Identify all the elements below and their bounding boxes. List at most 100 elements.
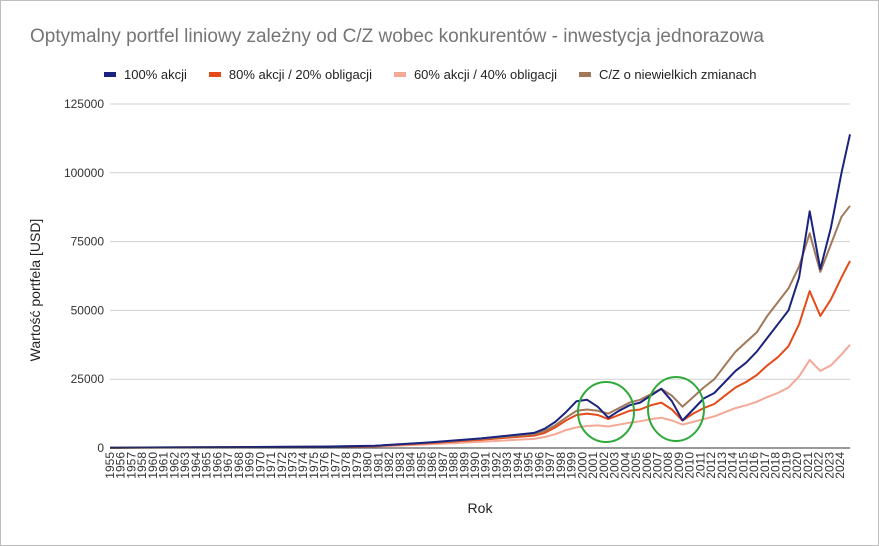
x-axis-title: Rok [468,500,494,516]
annotations [577,376,705,443]
legend-item-series-3[interactable]: C/Z o niewielkich zmianach [579,67,757,82]
legend-swatch-2 [393,71,406,77]
legend-swatch-3 [579,71,592,77]
legend-item-series-2[interactable]: 60% akcji / 40% obligacji [393,66,558,82]
x-tick-label: 2014 [726,452,740,479]
x-tick-label: 1978 [339,452,353,479]
x-tick-label: 1966 [210,452,224,479]
legend-label-1: 80% akcji / 20% obligacji [228,66,372,82]
x-tick-label: 2023 [822,452,836,479]
x-tick-label: 2001 [586,452,600,479]
y-tick-label: 100000 [64,166,104,180]
x-tick-label: 1995 [522,452,536,479]
x-tick-label: 1965 [200,452,214,479]
x-tick-label: 1992 [489,452,503,479]
y-tick-labels: 0 25000 50000 75000 100000 125000 [64,97,104,455]
x-tick-label: 1984 [404,452,418,479]
x-tick-label: 1988 [447,452,461,479]
x-tick-label: 1960 [146,452,160,479]
x-tick-label: 1991 [479,452,493,479]
legend-swatch-1 [208,71,221,77]
x-tick-label: 1999 [565,452,579,479]
x-tick-label: 1989 [457,452,471,479]
x-tick-label: 2021 [801,452,815,479]
x-tick-label: 2017 [758,452,772,479]
chart-legend: 100% akcji 80% akcji / 20% obligacji 60%… [104,65,779,83]
x-tick-label: 2018 [769,452,783,479]
x-tick-label: 1962 [167,452,181,479]
highlight-circle-2008-2009 [647,376,705,442]
x-tick-label: 1976 [318,452,332,479]
x-tick-label: 1968 [232,452,246,479]
x-tick-label: 1986 [425,452,439,479]
x-tick-label: 2012 [704,452,718,479]
highlight-circle-2001-2003 [577,381,635,443]
series-line-2 [109,344,851,449]
x-tick-label: 1963 [178,452,192,479]
x-tick-label: 1977 [328,452,342,479]
x-tick-label: 1970 [253,452,267,479]
legend-swatch-0 [104,71,116,77]
x-tick-label: 2002 [597,452,611,479]
series-lines [109,134,851,449]
x-tick-label: 1971 [264,452,278,479]
y-tick-label: 25000 [71,372,105,386]
x-tick-label: 1990 [468,452,482,479]
y-tick-label: 75000 [71,235,105,249]
x-tick-label: 1972 [275,452,289,479]
x-tick-label: 2020 [790,452,804,479]
x-tick-label: 1958 [135,452,149,479]
x-tick-label: 2006 [640,452,654,479]
y-tick-label: 125000 [64,97,104,111]
legend-label-3: C/Z o niewielkich zmianach [599,66,757,82]
chart-title: Optymalny portfel liniowy zależny od C/Z… [30,26,764,47]
x-tick-label: 2016 [747,452,761,479]
x-tick-labels: 1955195619571958196019611962196319641965… [103,452,847,479]
x-tick-label: 1956 [114,452,128,479]
x-tick-label: 1993 [500,452,514,479]
series-line-1 [109,260,851,449]
x-tick-label: 1985 [414,452,428,479]
x-tick-label: 1997 [543,452,557,479]
x-tick-label: 1955 [103,452,117,479]
x-tick-label: 1996 [532,452,546,479]
legend-item-series-0[interactable]: 100% akcji [104,67,187,82]
x-tick-label: 1973 [286,452,300,479]
x-tick-label: 1980 [361,452,375,479]
x-tick-label: 1957 [124,452,138,479]
x-tick-label: 1982 [382,452,396,479]
x-tick-label: 1979 [350,452,364,479]
x-tick-label: 1967 [221,452,235,479]
x-tick-label: 2003 [608,452,622,479]
x-tick-label: 2024 [833,452,847,479]
x-tick-label: 2004 [618,452,632,479]
x-tick-label: 2010 [683,452,697,479]
x-tick-label: 1974 [296,452,310,479]
x-tick-label: 1983 [393,452,407,479]
x-tick-label: 2007 [651,452,665,479]
legend-item-series-1[interactable]: 80% akcji / 20% obligacji [208,66,372,82]
x-tick-label: 1987 [436,452,450,479]
x-tick-label: 2011 [693,452,707,478]
x-tick-label: 2015 [736,452,750,479]
x-tick-label: 1998 [554,452,568,479]
y-tick-label: 50000 [71,303,105,317]
x-tick-label: 1964 [189,452,203,479]
y-tick-label: 0 [97,441,104,455]
x-tick-label: 2005 [629,452,643,479]
x-tick-label: 1994 [511,452,525,479]
x-tick-label: 2000 [575,452,589,479]
x-tick-label: 1981 [371,452,385,479]
x-tick-label: 2013 [715,452,729,479]
x-tick-label: 1961 [157,452,171,479]
y-axis-title: Wartość portfela [USD] [27,219,43,362]
series-line-0 [109,134,851,449]
x-tick-label: 2008 [661,452,675,479]
legend-label-2: 60% akcji / 40% obligacji [413,66,558,82]
x-tick-label: 2019 [779,452,793,479]
x-tick-label: 2009 [672,452,686,479]
x-tick-label: 2022 [812,452,826,479]
x-tick-label: 1969 [243,452,257,479]
